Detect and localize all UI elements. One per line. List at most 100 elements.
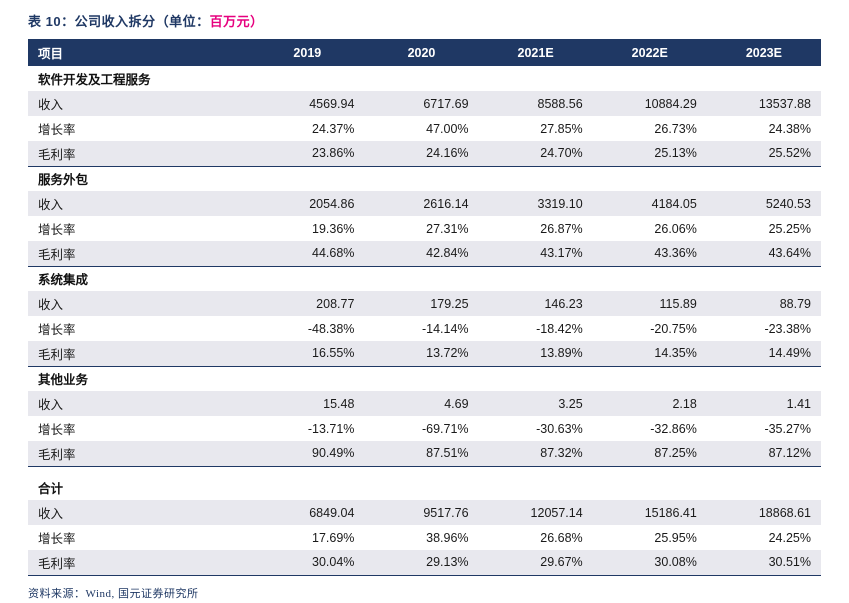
cell-value: 6717.69 [423,96,469,111]
cell-value: 87.12% [706,441,821,467]
row-label: 毛利率 [28,141,251,167]
cell-value: 26.87% [540,221,583,236]
cell-value: 47.00% [426,121,469,136]
cell-value: 43.36% [592,241,707,267]
cell-value: 10884.29 [644,96,697,111]
cell-value: 87.25% [592,441,707,467]
table-row: 毛利率 16.55% 13.72% 13.89% 14.35% 14.49% [28,341,821,367]
cell-value: 25.13% [592,141,707,167]
table-row: 增长率 19.36% 27.31% 26.87% 26.06% 25.25% [28,216,821,241]
cell-value: 43.64% [706,241,821,267]
cell-value: 2.18 [672,396,697,411]
section-header-row: 其他业务 [28,366,821,391]
cell-value: 30.04% [250,550,365,576]
table-row: 增长率 -13.71% -69.71% -30.63% -32.86% -35.27% [28,416,821,441]
section-gap [28,466,821,475]
table-header-row: 项目 2019 2020 2021E 2022E 2023E [28,39,821,66]
cell-value: 13.72% [364,341,479,367]
cell-value: 15186.41 [644,505,697,520]
table-body: 软件开发及工程服务 收入 4569.94 6717.69 8588.56 10884.29… [28,66,821,576]
cell-value: 24.25% [768,530,811,545]
cell-value: 24.70% [478,141,593,167]
section-name: 软件开发及工程服务 [38,73,151,87]
cell-value: -30.63% [536,421,583,436]
cell-value: 29.13% [364,550,479,576]
row-label: 增长率 [38,323,76,337]
cell-value: 2054.86 [309,196,355,211]
section-name: 服务外包 [38,173,89,188]
section-name: 其他业务 [38,373,89,388]
cell-value: 24.38% [768,121,811,136]
cell-value: 42.84% [364,241,479,267]
section-header-row: 系统集成 [28,266,821,291]
section-name: 系统集成 [38,273,89,288]
cell-value: 25.95% [654,530,697,545]
cell-value: 12057.14 [530,505,583,520]
table-row: 增长率 -48.38% -14.14% -18.42% -20.75% -23.38% [28,316,821,341]
cell-value: 17.69% [312,530,355,545]
row-label: 毛利率 [28,241,251,267]
cell-value: 3319.10 [537,196,583,211]
cell-value: 13.89% [478,341,593,367]
table-row: 毛利率 90.49% 87.51% 87.32% 87.25% 87.12% [28,441,821,467]
row-label: 收入 [38,198,64,212]
table-title-main: 公司收入拆分（单位： [74,14,210,29]
table-header: 项目 2019 2020 2021E 2022E 2023E [28,39,821,66]
cell-value: -20.75% [650,321,697,336]
table-title: 表 10：公司收入拆分（单位：百万元） [28,11,821,30]
cell-value: 14.49% [706,341,821,367]
cell-value: 3.25 [558,396,583,411]
column-header-item: 项目 [28,39,251,66]
cell-value: 30.51% [706,550,821,576]
table-row: 收入 4569.94 6717.69 8588.56 10884.29 13537.88 [28,91,821,116]
table-title-unit: 百万元） [209,14,264,29]
cell-value: 24.16% [364,141,479,167]
data-source: 资料来源：Wind, 国元证券研究所 [28,587,199,600]
cell-value: 13537.88 [758,96,811,111]
section-gap-cell [28,466,821,475]
table-title-prefix: 表 10： [28,14,75,29]
cell-value: 25.52% [706,141,821,167]
row-label: 收入 [38,507,64,521]
row-label: 增长率 [38,223,76,237]
table-row: 毛利率 23.86% 24.16% 24.70% 25.13% 25.52% [28,141,821,167]
cell-value: -13.71% [307,421,355,436]
cell-value: 2616.14 [423,196,469,211]
section-header-row: 合计 [28,475,821,500]
table-row: 收入 15.48 4.69 3.25 2.18 1.41 [28,391,821,416]
section-header-row: 服务外包 [28,166,821,191]
cell-value: 90.49% [250,441,365,467]
row-label: 收入 [38,398,64,412]
cell-value: 26.73% [654,121,697,136]
column-header-2022E: 2022E [592,39,707,66]
cell-value: 1.41 [786,396,811,411]
cell-value: 87.51% [364,441,479,467]
table-row: 增长率 17.69% 38.96% 26.68% 25.95% 24.25% [28,525,821,550]
row-label: 毛利率 [28,550,251,576]
table-row: 增长率 24.37% 47.00% 27.85% 26.73% 24.38% [28,116,821,141]
cell-value: 38.96% [426,530,469,545]
row-label: 收入 [38,98,64,112]
row-label: 毛利率 [28,441,251,467]
cell-value: 43.17% [478,241,593,267]
cell-value: 88.79 [779,296,811,311]
cell-value: -18.42% [536,321,583,336]
cell-value: 30.08% [592,550,707,576]
cell-value: 8588.56 [537,96,583,111]
cell-value: 26.68% [540,530,583,545]
column-header-2019: 2019 [250,39,365,66]
cell-value: 27.31% [426,221,469,236]
section-header-row: 软件开发及工程服务 [28,66,821,91]
cell-value: 19.36% [312,221,355,236]
cell-value: 4184.05 [651,196,697,211]
revenue-breakdown-table: 项目 2019 2020 2021E 2022E 2023E 软件开发及工程服务 收入 456… [28,39,821,576]
column-header-2023E: 2023E [706,39,821,66]
cell-value: -69.71% [421,421,469,436]
cell-value: 115.89 [659,296,697,311]
cell-value: 4569.94 [309,96,355,111]
cell-value: 9517.76 [423,505,469,520]
table-row: 毛利率 44.68% 42.84% 43.17% 43.36% 43.64% [28,241,821,267]
cell-value: -32.86% [650,421,697,436]
cell-value: 24.37% [312,121,355,136]
cell-value: 16.55% [250,341,365,367]
